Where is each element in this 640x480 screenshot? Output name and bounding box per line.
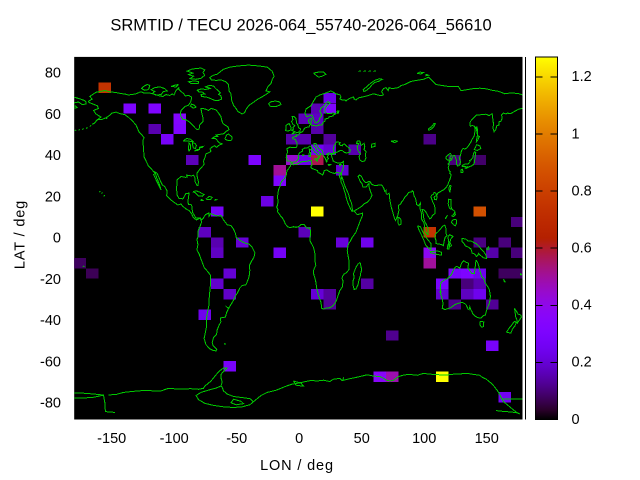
svg-text:150: 150 (475, 431, 499, 447)
svg-text:-100: -100 (160, 431, 189, 447)
svg-text:-50: -50 (226, 431, 247, 447)
svg-text:0.2: 0.2 (572, 355, 592, 371)
svg-text:0.4: 0.4 (572, 298, 592, 314)
svg-text:1: 1 (572, 126, 580, 142)
svg-text:40: 40 (45, 148, 61, 164)
svg-text:0.6: 0.6 (572, 241, 592, 257)
svg-text:0: 0 (572, 412, 580, 428)
svg-text:1.2: 1.2 (572, 69, 592, 85)
svg-text:80: 80 (45, 66, 61, 82)
svg-text:50: 50 (354, 431, 370, 447)
svg-text:-150: -150 (97, 431, 126, 447)
svg-text:60: 60 (45, 107, 61, 123)
svg-text:0.8: 0.8 (572, 183, 592, 199)
svg-text:-60: -60 (40, 354, 61, 370)
svg-text:0: 0 (295, 431, 303, 447)
svg-text:-80: -80 (40, 396, 61, 412)
svg-text:0: 0 (53, 231, 61, 247)
svg-text:-40: -40 (40, 313, 61, 329)
svg-text:20: 20 (45, 189, 61, 205)
svg-text:SRMTID / TECU 2026-064_55740-2: SRMTID / TECU 2026-064_55740-2026-064_56… (110, 17, 491, 35)
svg-text:-20: -20 (40, 272, 61, 288)
svg-text:LAT / deg: LAT / deg (13, 200, 29, 269)
svg-text:100: 100 (412, 431, 436, 447)
svg-text:LON / deg: LON / deg (260, 458, 334, 474)
